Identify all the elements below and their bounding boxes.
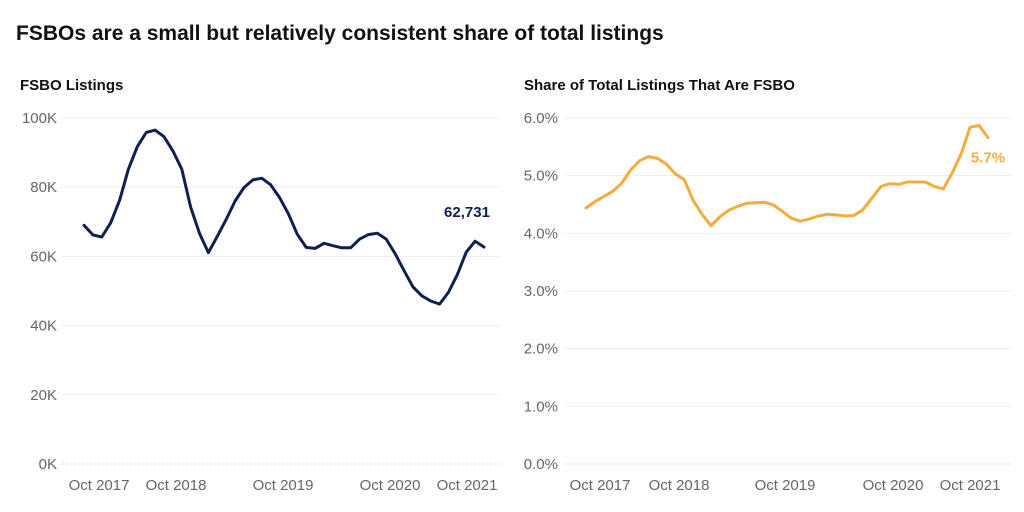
y-tick-label: 0K [39, 456, 57, 473]
x-tick-label: Oct 2018 [146, 477, 207, 494]
fsbo-share-chart: 0.0% 1.0% 2.0% 3.0% 4.0% 5.0% 6.0% Oct 2017 Oct … [524, 110, 1012, 494]
x-tick-label: Oct 2019 [253, 477, 314, 494]
y-tick-label: 40K [30, 318, 57, 335]
x-tick-label: Oct 2017 [570, 477, 631, 494]
x-tick-label: Oct 2020 [360, 477, 421, 494]
y-tick-label: 4.0% [524, 225, 558, 242]
x-tick-label: Oct 2018 [649, 477, 710, 494]
series-line [82, 128, 486, 306]
main-title: FSBOs are a small but relatively consist… [16, 22, 664, 45]
end-value-label: 62,731 [444, 204, 490, 221]
y-tick-label: 6.0% [524, 110, 558, 127]
x-tick-label: Oct 2019 [755, 477, 816, 494]
x-tick-label: Oct 2021 [940, 477, 1001, 494]
x-tick-label: Oct 2021 [437, 477, 498, 494]
y-tick-label: 80K [30, 179, 57, 196]
end-value-label: 5.7% [971, 150, 1005, 167]
fsbo-listings-chart: 0K 20K 40K 60K 80K 100K Oct 2017 Oct 2018 Oct 20… [22, 110, 500, 494]
y-tick-label: 5.0% [524, 168, 558, 185]
left-chart-title: FSBO Listings [20, 77, 124, 94]
x-tick-label: Oct 2017 [69, 477, 130, 494]
series-line [584, 124, 990, 228]
y-tick-label: 20K [30, 387, 57, 404]
x-tick-label: Oct 2020 [863, 477, 924, 494]
y-tick-label: 60K [30, 248, 57, 265]
y-tick-label: 2.0% [524, 341, 558, 358]
right-chart-title: Share of Total Listings That Are FSBO [524, 77, 795, 94]
y-tick-label: 1.0% [524, 398, 558, 415]
y-tick-label: 3.0% [524, 283, 558, 300]
y-tick-label: 100K [22, 110, 57, 127]
y-tick-label: 0.0% [524, 456, 558, 473]
